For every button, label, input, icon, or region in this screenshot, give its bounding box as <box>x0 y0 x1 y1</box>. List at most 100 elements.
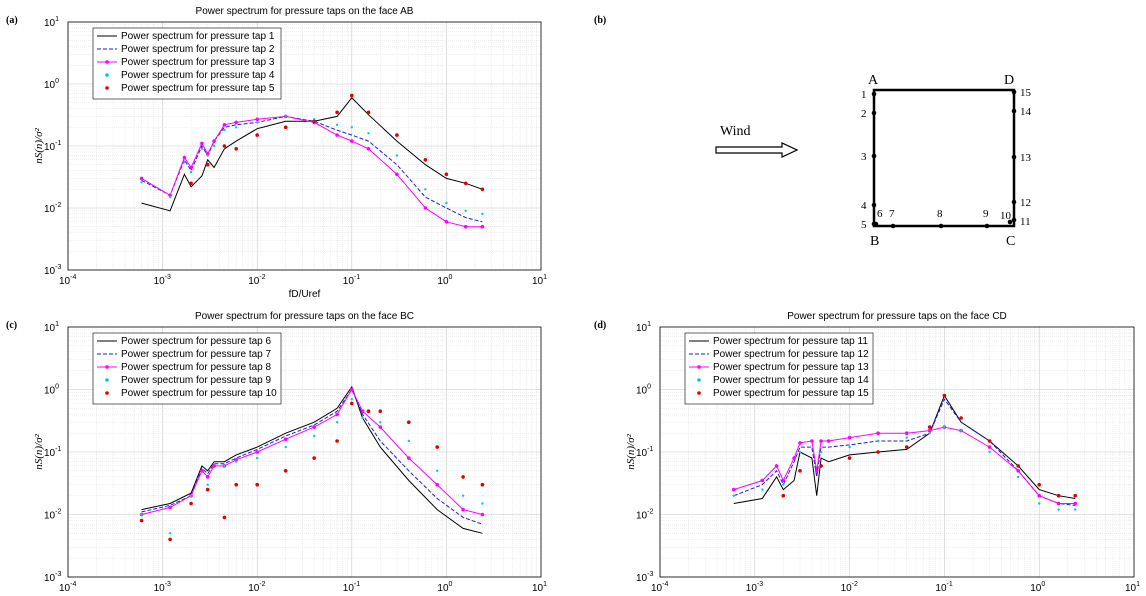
tap-label: 2 <box>861 108 867 120</box>
legend-marker <box>697 378 701 382</box>
data-point <box>222 123 227 127</box>
tap-label: 13 <box>1020 152 1032 164</box>
data-point <box>183 160 186 164</box>
data-point <box>200 469 204 473</box>
data-point <box>798 450 802 454</box>
data-point <box>904 431 909 436</box>
tap-label: 1 <box>861 89 867 101</box>
data-point <box>379 421 382 424</box>
data-point <box>819 439 823 443</box>
legend-entry: Power spectrum for pessure tap 15 <box>713 388 869 399</box>
y-axis-label: nS(n)/σ² <box>625 433 637 469</box>
tap-point <box>1007 219 1013 225</box>
data-point <box>212 144 216 148</box>
legend-box <box>684 332 874 405</box>
data-point <box>1057 508 1060 511</box>
x-tick-label: 101 <box>532 274 547 287</box>
data-point <box>959 416 963 420</box>
data-point <box>335 412 339 417</box>
chart-face-bc: 10-4 10-3 10-2 10-1 100 10110-310-210-1100101… <box>33 311 547 594</box>
panel-label-a: (a) <box>6 15 18 26</box>
data-point <box>819 464 823 468</box>
data-point <box>378 425 383 429</box>
data-point <box>312 119 317 124</box>
corner-label-b: B <box>870 234 879 249</box>
tap-point <box>984 223 990 229</box>
legend-marker <box>697 391 701 395</box>
series-line-2 <box>141 388 483 525</box>
data-point <box>876 450 880 454</box>
x-tick-label: 10-3 <box>154 581 171 594</box>
y-tick-label: 10-3 <box>44 264 61 277</box>
data-point <box>1017 475 1020 479</box>
data-point <box>810 439 814 443</box>
x-tick-label: 10-2 <box>248 581 265 594</box>
data-point <box>445 201 448 205</box>
data-point <box>223 129 226 132</box>
x-tick-label: 10-2 <box>841 581 858 594</box>
y-tick-label: 101 <box>636 321 651 334</box>
data-point <box>927 425 932 429</box>
plot-frame <box>67 326 542 578</box>
data-point <box>313 434 316 438</box>
x-tick-label: 101 <box>1125 581 1140 594</box>
y-tick-label: 10-2 <box>636 509 653 522</box>
tap-label: 10 <box>1000 210 1012 222</box>
data-point <box>464 209 467 212</box>
tap-label: 7 <box>889 208 895 220</box>
x-tick-label: 10-4 <box>59 581 76 594</box>
data-point <box>942 393 947 398</box>
series-line-3 <box>141 115 483 228</box>
y-tick-label: 101 <box>44 321 59 334</box>
data-point <box>761 488 764 491</box>
series-line-1 <box>141 385 483 534</box>
data-point <box>781 478 786 483</box>
data-point <box>206 483 209 486</box>
corner-label-a: A <box>868 73 879 88</box>
data-point <box>367 132 370 135</box>
wind-label: Wind <box>720 124 751 139</box>
legend-marker <box>105 86 109 90</box>
data-point <box>435 445 440 449</box>
data-point <box>222 515 227 520</box>
legend-marker <box>105 391 109 395</box>
data-point <box>480 224 485 229</box>
tap-point <box>1011 199 1017 205</box>
data-point <box>255 117 259 122</box>
data-point <box>234 147 238 151</box>
panel-label-d: (d) <box>594 320 606 331</box>
data-point <box>222 144 227 148</box>
data-point <box>284 445 287 449</box>
data-point <box>182 155 187 160</box>
data-point <box>1037 482 1041 487</box>
corner-label-d: D <box>1004 73 1014 88</box>
data-point <box>168 193 172 198</box>
y-tick-label: 10-2 <box>44 509 61 522</box>
tap-label: 14 <box>1020 106 1032 118</box>
legend: Power spectrum for pessure tap 11 Power s… <box>684 332 874 405</box>
data-point <box>481 212 484 216</box>
data-point <box>255 482 259 487</box>
data-point <box>366 409 371 414</box>
x-tick-label: 10-3 <box>154 274 171 287</box>
data-point <box>168 532 172 535</box>
data-point <box>312 456 317 460</box>
data-point <box>1056 501 1061 506</box>
data-point <box>876 431 880 436</box>
data-point <box>1073 501 1077 506</box>
series-line-1 <box>733 394 1076 504</box>
wind-arrow-icon <box>715 142 799 158</box>
data-point <box>189 181 193 186</box>
legend-entry: Power spectrum for pessure tap 14 <box>713 375 869 386</box>
data-point <box>732 487 736 492</box>
tap-point <box>1011 154 1017 160</box>
data-point <box>1056 493 1061 498</box>
data-point <box>335 133 339 137</box>
data-point <box>235 126 238 129</box>
data-point <box>1016 464 1020 468</box>
data-point <box>480 512 485 517</box>
legend-entry: Power spectrum for pressure tap 4 <box>121 70 275 81</box>
data-point <box>234 458 238 462</box>
data-point <box>350 93 354 98</box>
